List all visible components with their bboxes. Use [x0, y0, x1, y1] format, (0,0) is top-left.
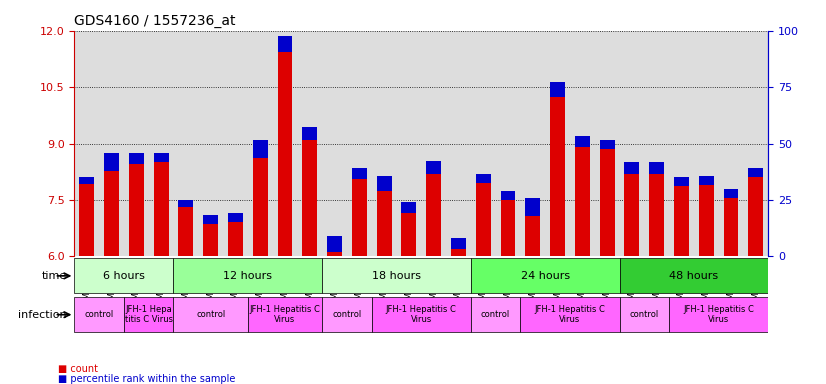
Bar [451, 238, 466, 249]
Bar [600, 140, 615, 149]
Bar [550, 81, 565, 97]
Bar [501, 190, 515, 257]
Text: 24 hours: 24 hours [520, 271, 570, 281]
Bar [352, 168, 367, 179]
Bar [401, 202, 416, 257]
Bar [575, 136, 590, 257]
Text: control: control [196, 310, 225, 319]
Bar [278, 36, 292, 52]
Bar [426, 161, 441, 174]
Bar [451, 238, 466, 257]
FancyBboxPatch shape [248, 297, 322, 332]
Bar [278, 36, 292, 257]
Text: 48 hours: 48 hours [669, 271, 719, 281]
FancyBboxPatch shape [74, 258, 173, 293]
Text: 12 hours: 12 hours [223, 271, 273, 281]
Bar [104, 153, 119, 257]
Bar [624, 162, 639, 257]
Bar [377, 175, 392, 191]
Bar [501, 190, 515, 200]
Bar [699, 175, 714, 257]
FancyBboxPatch shape [471, 258, 620, 293]
Bar [649, 162, 664, 174]
Text: 18 hours: 18 hours [372, 271, 421, 281]
Bar [748, 168, 763, 257]
Bar [699, 175, 714, 185]
Bar [154, 153, 169, 162]
Bar [203, 215, 218, 257]
Bar [178, 200, 193, 257]
FancyBboxPatch shape [620, 258, 768, 293]
Bar [476, 174, 491, 257]
Bar [104, 153, 119, 171]
Bar [302, 127, 317, 257]
Text: GDS4160 / 1557236_at: GDS4160 / 1557236_at [74, 14, 236, 28]
Text: control: control [629, 310, 659, 319]
Text: control: control [481, 310, 510, 319]
Bar [525, 198, 540, 257]
FancyBboxPatch shape [124, 297, 173, 332]
Bar [154, 153, 169, 257]
Text: ■ count: ■ count [58, 364, 97, 374]
Text: ■ percentile rank within the sample: ■ percentile rank within the sample [58, 374, 235, 384]
FancyBboxPatch shape [173, 297, 248, 332]
FancyBboxPatch shape [471, 297, 520, 332]
Text: time: time [41, 271, 67, 281]
Text: control: control [332, 310, 362, 319]
Text: JFH-1 Hepa
titis C Virus: JFH-1 Hepa titis C Virus [125, 305, 173, 324]
Text: JFH-1 Hepatitis C
Virus: JFH-1 Hepatitis C Virus [249, 305, 320, 324]
FancyBboxPatch shape [669, 297, 768, 332]
Bar [401, 202, 416, 213]
Bar [649, 162, 664, 257]
Bar [724, 189, 738, 198]
Bar [253, 140, 268, 158]
Bar [377, 175, 392, 257]
FancyBboxPatch shape [322, 258, 471, 293]
Bar [178, 200, 193, 207]
Text: 6 hours: 6 hours [103, 271, 145, 281]
Bar [624, 162, 639, 174]
FancyBboxPatch shape [74, 297, 124, 332]
Bar [327, 236, 342, 257]
Bar [327, 236, 342, 252]
FancyBboxPatch shape [173, 258, 322, 293]
Bar [253, 140, 268, 257]
Bar [550, 81, 565, 257]
Bar [79, 177, 94, 184]
Text: JFH-1 Hepatitis C
Virus: JFH-1 Hepatitis C Virus [386, 305, 457, 324]
Text: infection: infection [18, 310, 67, 319]
Text: JFH-1 Hepatitis C
Virus: JFH-1 Hepatitis C Virus [534, 305, 605, 324]
FancyBboxPatch shape [520, 297, 620, 332]
FancyBboxPatch shape [620, 297, 669, 332]
Bar [724, 189, 738, 257]
Bar [674, 177, 689, 257]
Bar [352, 168, 367, 257]
Bar [79, 177, 94, 257]
Bar [228, 213, 243, 222]
Bar [203, 215, 218, 224]
Bar [228, 213, 243, 257]
Bar [600, 140, 615, 257]
Bar [129, 153, 144, 257]
Text: control: control [84, 310, 114, 319]
Bar [302, 127, 317, 140]
Bar [525, 198, 540, 216]
Text: JFH-1 Hepatitis C
Virus: JFH-1 Hepatitis C Virus [683, 305, 754, 324]
Bar [575, 136, 590, 147]
FancyBboxPatch shape [372, 297, 471, 332]
Bar [674, 177, 689, 187]
Bar [476, 174, 491, 183]
Bar [426, 161, 441, 257]
FancyBboxPatch shape [322, 297, 372, 332]
Bar [129, 153, 144, 164]
Bar [748, 168, 763, 177]
